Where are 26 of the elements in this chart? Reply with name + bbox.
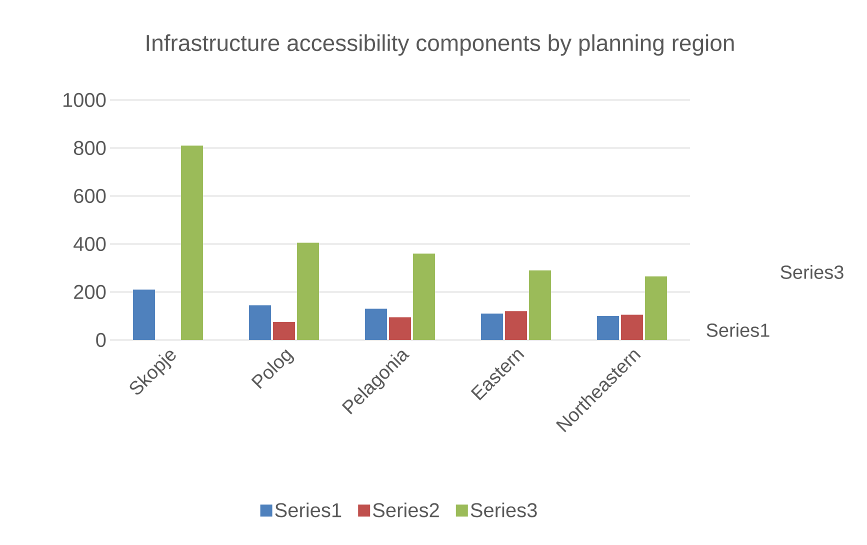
- chart-title: Infrastructure accessibility components by planning region: [146, 34, 734, 56]
- legend-label: Series3: [470, 502, 537, 518]
- bar: [529, 270, 551, 340]
- text: Series1: [706, 323, 770, 337]
- bar: [505, 311, 527, 340]
- y-tick-label: 600: [74, 188, 106, 204]
- bar: [645, 276, 667, 340]
- y-tick-label: 400: [74, 236, 106, 252]
- bar: [481, 314, 503, 340]
- legend-label: Series2: [373, 502, 439, 518]
- bar: [389, 317, 411, 340]
- bar: [365, 308, 387, 340]
- bar: [597, 316, 619, 340]
- bar: [413, 254, 436, 340]
- y-tick-label: 800: [74, 140, 106, 156]
- y-tick-label: 0: [96, 332, 106, 348]
- bar: [621, 314, 643, 340]
- y-tick-label: 200: [74, 284, 106, 300]
- bar: [181, 146, 204, 340]
- bar: [133, 290, 156, 340]
- bar: [273, 322, 296, 340]
- y-tick-label: 1000: [64, 92, 106, 108]
- legend-label: Series1: [275, 502, 342, 518]
- bar: [249, 305, 272, 340]
- text: Series3: [780, 265, 844, 279]
- bar: [297, 242, 320, 340]
